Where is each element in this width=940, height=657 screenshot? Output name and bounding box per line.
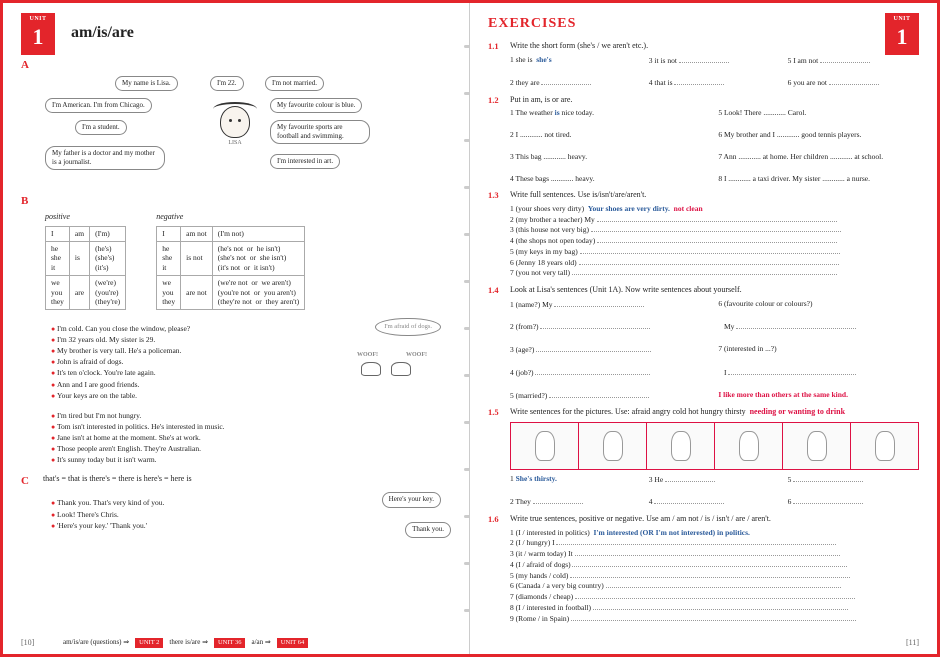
bubble: I'm 22. [210,76,244,91]
footer-references: am/is/are (questions) ⇒ UNIT 2 there is/… [63,638,308,648]
picture-cell [851,423,918,469]
page-right: UNIT 1 EXERCISES 1.1 Write the short for… [470,3,937,654]
dogs-illustration: I'm afraid of dogs. WOOF! WOOF! [351,318,451,378]
positive-table: positive Iam(I'm) he she itis(he's) (she… [45,212,126,310]
page-title-left: am/is/are [71,23,451,44]
exercise-1-3: 1.3 Write full sentences. Use is/isn't/a… [488,190,919,278]
ex-items: 1 The weather is nice today. 5 Look! The… [510,108,919,183]
key-bubble: Thank you. [405,522,451,537]
ex-items: 1 She's thirsty. 3 He 5 2 They 4 6 [510,474,919,508]
page-left: UNIT 1 am/is/are A My name is Lisa. I'm … [3,3,470,654]
bubble: I'm American. I'm from Chicago. [45,98,152,113]
ex-title: Put in am, is or are. [510,95,919,105]
key-bubble: Here's your key. [382,492,441,507]
ex-number: 1.4 [488,285,510,400]
positive-conjugation: Iam(I'm) he she itis(he's) (she's) (it's… [45,226,126,310]
ex-items: 1 (I / interested in politics) I'm inter… [510,528,919,624]
section-b-label: B [21,194,451,208]
exercise-1-2: 1.2 Put in am, is or are. 1 The weather … [488,95,919,183]
bubble: I'm not married. [265,76,324,91]
ref-tag: UNIT 64 [277,638,309,648]
ex-title: Write full sentences. Use is/isn't/are/a… [510,190,919,200]
picture-cell [715,423,783,469]
ex-title: Write true sentences, positive or negati… [510,514,919,524]
unit-number: 1 [885,26,919,48]
ex-number: 1.6 [488,514,510,623]
exercise-1-4: 1.4 Look at Lisa's sentences (Unit 1A). … [488,285,919,400]
negative-table: negative Iam not(I'm not) he she itis no… [156,212,305,310]
ex-number: 1.1 [488,41,510,88]
unit-label: UNIT [21,16,55,24]
ex-title: Write the short form (she's / we aren't … [510,41,919,51]
ref-tag: UNIT 2 [135,638,163,648]
ring-binding [464,23,470,634]
page-number-right: [11] [906,638,919,648]
picture-cell [579,423,647,469]
negative-conjugation: Iam not(I'm not) he she itis not(he's no… [156,226,305,310]
bubble: My name is Lisa. [115,76,178,91]
ex-number: 1.3 [488,190,510,278]
examples-list-2: I'm tired but I'm not hungry. Tom isn't … [51,411,451,465]
positive-title: positive [45,212,126,222]
section-a-label: A [21,58,451,72]
picture-row [510,422,919,470]
ex-items: 1 she is she's 3 it is not 5 I am not 2 … [510,55,919,89]
exercise-1-5: 1.5 Write sentences for the pictures. Us… [488,407,919,507]
c-equivalences: that's = that is there's = there is here… [43,474,192,484]
lisa-illustration: LISA [215,106,255,156]
ex-number: 1.5 [488,407,510,507]
ex-title: Write sentences for the pictures. Use: a… [510,407,919,417]
negative-title: negative [156,212,305,222]
ref-tag: UNIT 36 [214,638,246,648]
exercise-1-1: 1.1 Write the short form (she's / we are… [488,41,919,88]
bubble: I'm a student. [75,120,127,135]
bubble-diagram: My name is Lisa. I'm 22. I'm not married… [45,76,451,186]
picture-cell [783,423,851,469]
section-c-label: C [21,474,29,488]
unit-badge-left: UNIT 1 [21,13,55,55]
bubble: My father is a doctor and my mother is a… [45,146,165,170]
unit-label: UNIT [885,16,919,24]
ex-title: Look at Lisa's sentences (Unit 1A). Now … [510,285,919,295]
picture-cell [511,423,579,469]
bubble: I'm interested in art. [270,154,340,169]
key-illustration: Here's your key. Thank you. [341,492,451,552]
dog-bubble: I'm afraid of dogs. [375,318,441,336]
page-number-left: [10] [21,638,34,648]
ex-items: 1 (your shoes very dirty) Your shoes are… [510,204,919,278]
unit-number: 1 [21,26,55,48]
ex-items: 1 (name?) My 6 (favourite colour or colo… [510,299,919,401]
page-title-right: EXERCISES [488,15,919,33]
unit-badge-right: UNIT 1 [885,13,919,55]
exercise-1-6: 1.6 Write true sentences, positive or ne… [488,514,919,623]
conjugation-tables: positive Iam(I'm) he she itis(he's) (she… [45,212,451,310]
bubble: My favourite sports are football and swi… [270,120,370,144]
lisa-label: LISA [215,140,255,148]
bubble: My favourite colour is blue. [270,98,362,113]
picture-cell [647,423,715,469]
ex-number: 1.2 [488,95,510,183]
